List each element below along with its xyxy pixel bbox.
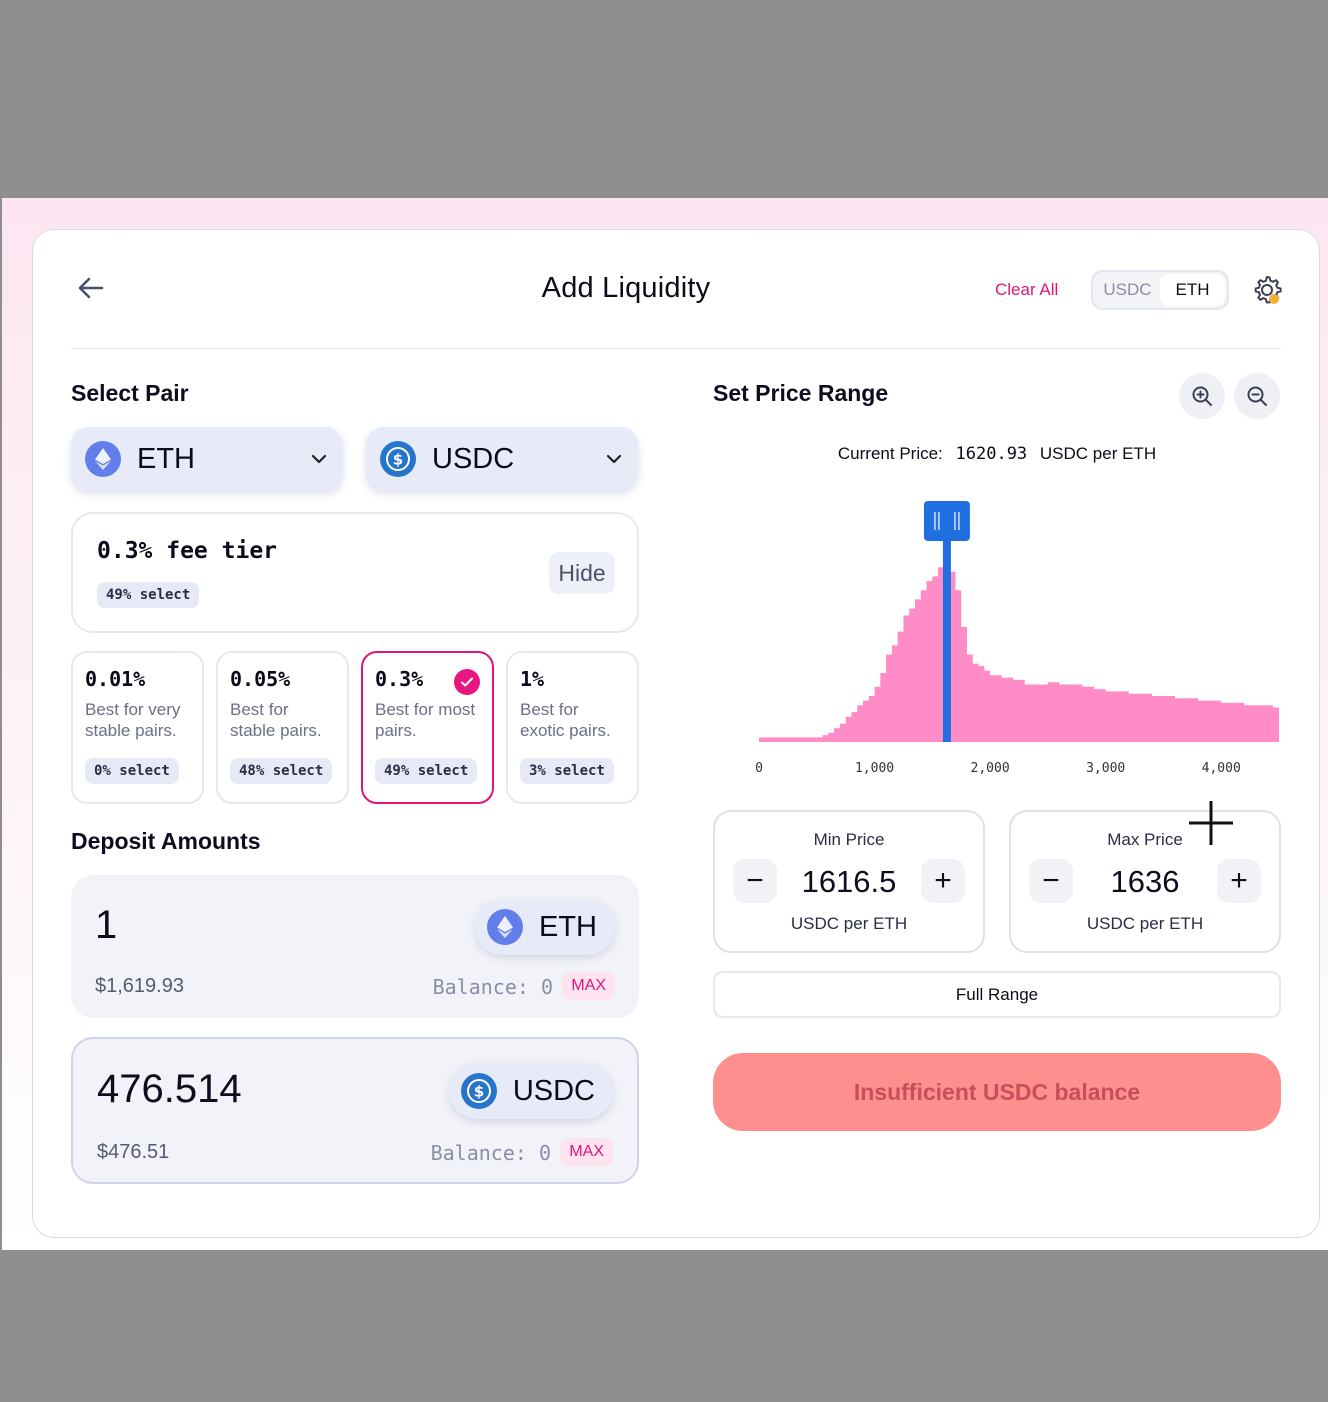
max-price-card: Max Price − 1636 + USDC per ETH [1009,810,1281,953]
denomination-toggle[interactable]: USDC ETH [1091,270,1229,310]
chevron-down-icon [606,454,622,464]
current-price-value: 1620.93 [955,444,1028,464]
fee-tier-select-pill: 49% select [97,582,200,608]
full-range-button[interactable]: Full Range [713,971,1281,1018]
fee-tier-description: Best for stable pairs. [230,700,322,740]
deposit-amounts-heading: Deposit Amounts [71,828,261,854]
min-price-unit: USDC per ETH [790,914,908,933]
svg-text:$: $ [393,451,403,469]
token-b-select[interactable]: $ USDC [366,427,638,491]
usdc-icon: $ [380,441,416,477]
fee-tier-option[interactable]: 0.3% Best for most pairs. 49% select [361,651,494,804]
fee-tier-select-pill: 48% select [230,758,333,784]
page-title: Add Liquidity [541,272,711,304]
min-price-increment-button[interactable]: + [921,859,965,903]
eth-icon [85,441,121,477]
min-price-input[interactable]: 1616.5 [801,864,897,899]
chevron-down-icon [311,454,327,464]
token-a-select[interactable]: ETH [71,427,343,491]
max-price-unit: USDC per ETH [1086,914,1204,933]
x-tick-label: 2,000 [971,761,1010,776]
deposit-usdc-panel: 476.514 $ USDC $476.51 Balance: 0 MAX [71,1037,639,1184]
eth-max-button[interactable]: MAX [562,972,615,1000]
header-divider [71,348,1281,349]
usdc-usd-value: $476.51 [97,1141,170,1163]
eth-amount-input[interactable]: 1 [95,903,118,947]
x-tick-label: 4,000 [1202,761,1241,776]
fee-tier-option[interactable]: 1% Best for exotic pairs. 3% select [506,651,639,804]
max-price-input[interactable]: 1636 [1110,864,1180,899]
token-b-label: USDC [432,442,515,475]
max-price-label: Max Price [1107,830,1183,849]
fee-tier-description: Best for most pairs. [375,700,476,740]
fee-tier-select-pill: 3% select [520,758,614,784]
fee-tier-percent: 0.01% [85,667,146,691]
eth-balance: Balance: 0 [432,975,553,999]
token-a-label: ETH [137,442,195,475]
fee-tier-summary: 0.3% fee tier 49% select Hide [71,512,639,633]
eth-token-button[interactable]: ETH [475,899,615,955]
select-pair-heading: Select Pair [71,380,189,406]
range-brush-bar[interactable] [942,532,951,742]
gear-icon[interactable] [1249,272,1285,308]
eth-usd-value: $1,619.93 [95,975,184,997]
fee-tier-description: Best for very stable pairs. [85,700,181,740]
usdc-amount-input[interactable]: 476.514 [97,1067,242,1111]
eth-token-label: ETH [539,910,597,943]
liquidity-histogram-chart[interactable]: 0 1,000 2,000 3,000 4,000 [713,492,1281,782]
x-tick-label: 3,000 [1086,761,1125,776]
checkmark-icon [454,669,480,695]
fee-tier-option[interactable]: 0.05% Best for stable pairs. 48% select [216,651,349,804]
back-arrow-icon[interactable] [73,270,109,306]
zoom-out-icon[interactable] [1234,373,1280,419]
fee-tier-percent: 0.05% [230,667,291,691]
usdc-balance: Balance: 0 [430,1141,551,1165]
usdc-token-label: USDC [512,1074,595,1107]
fee-tier-select-pill: 49% select [375,758,478,784]
toggle-usdc[interactable]: USDC [1103,280,1152,299]
usdc-max-button[interactable]: MAX [560,1138,613,1166]
svg-text:$: $ [474,1083,484,1101]
x-tick-label: 0 [755,761,763,776]
fee-tier-select-pill: 0% select [85,758,179,784]
min-price-card: Min Price − 1616.5 + USDC per ETH [713,810,985,953]
max-price-decrement-button[interactable]: − [1029,859,1073,903]
usdc-token-button[interactable]: $ USDC [448,1063,613,1119]
hide-fee-tiers-button[interactable]: Hide [549,552,615,594]
usdc-icon: $ [460,1073,497,1109]
fee-tier-percent: 0.3% [375,667,424,691]
crosshair-cursor-icon [1189,801,1233,845]
fee-tier-description: Best for exotic pairs. [520,700,611,740]
toggle-eth[interactable]: ETH [1160,274,1225,306]
max-price-increment-button[interactable]: + [1217,859,1261,903]
current-price-unit: USDC per ETH [1039,444,1157,463]
current-price-label: Current Price: [837,444,943,463]
fee-tier-option[interactable]: 0.01% Best for very stable pairs. 0% selec… [71,651,204,804]
deposit-eth-panel: 1 ETH $1,619.93 Balance: 0 MAX [71,875,639,1018]
zoom-in-icon[interactable] [1179,373,1225,419]
eth-icon [487,909,523,945]
set-price-range-heading: Set Price Range [713,380,889,406]
fee-tier-label: 0.3% fee tier [97,538,278,564]
x-tick-label: 1,000 [855,761,894,776]
add-liquidity-card: Add Liquidity Clear All USDC ETH Select … [32,229,1320,1238]
insufficient-balance-button[interactable]: Insufficient USDC balance [713,1053,1281,1131]
fee-tier-percent: 1% [520,667,545,691]
min-price-decrement-button[interactable]: − [733,859,777,903]
range-drag-handle[interactable] [923,501,970,541]
clear-all-button[interactable]: Clear All [995,280,1059,299]
liquidity-area [759,558,1279,742]
min-price-label: Min Price [813,830,885,849]
current-price-row: Current Price: 1620.93 USDC per ETH [713,444,1281,464]
